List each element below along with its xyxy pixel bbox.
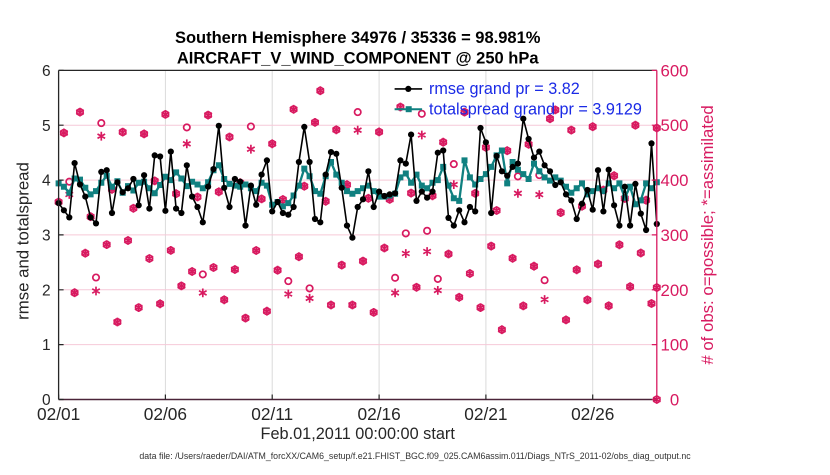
- svg-text:02/21: 02/21: [464, 404, 507, 424]
- svg-text:02/26: 02/26: [571, 404, 614, 424]
- svg-text:4: 4: [42, 173, 51, 190]
- svg-text:# of obs: o=possible; *=assimi: # of obs: o=possible; *=assimilated: [698, 105, 717, 364]
- svg-text:Feb.01,2011 00:00:00 start: Feb.01,2011 00:00:00 start: [261, 425, 456, 443]
- svg-text:300: 300: [661, 226, 689, 245]
- svg-text:500: 500: [661, 116, 689, 135]
- svg-text:Southern Hemisphere 34976 / 35: Southern Hemisphere 34976 / 35336 = 98.9…: [175, 29, 541, 47]
- svg-text:600: 600: [661, 61, 689, 80]
- svg-text:02/01: 02/01: [37, 404, 80, 424]
- svg-text:5: 5: [42, 118, 51, 135]
- svg-text:1: 1: [42, 337, 51, 354]
- svg-text:02/16: 02/16: [357, 404, 400, 424]
- svg-text:02/06: 02/06: [144, 404, 187, 424]
- svg-text:rmse and totalspread: rmse and totalspread: [14, 162, 33, 320]
- svg-text:totalspread grand pr = 3.9129: totalspread grand pr = 3.9129: [429, 100, 642, 118]
- svg-text:400: 400: [661, 171, 689, 190]
- svg-text:6: 6: [42, 63, 51, 80]
- svg-text:rmse grand pr = 3.82: rmse grand pr = 3.82: [429, 80, 580, 98]
- svg-text:100: 100: [661, 336, 689, 355]
- svg-text:0: 0: [670, 391, 679, 410]
- svg-text:2: 2: [42, 282, 51, 299]
- svg-text:02/11: 02/11: [251, 404, 293, 424]
- svg-text:data file: /Users/raeder/DAI/A: data file: /Users/raeder/DAI/ATM_forcXX/…: [139, 451, 691, 461]
- svg-text:AIRCRAFT_V_WIND_COMPONENT @ 25: AIRCRAFT_V_WIND_COMPONENT @ 250 hPa: [177, 50, 540, 68]
- svg-text:3: 3: [42, 227, 51, 244]
- svg-text:200: 200: [661, 281, 689, 300]
- svg-text:0: 0: [42, 392, 51, 409]
